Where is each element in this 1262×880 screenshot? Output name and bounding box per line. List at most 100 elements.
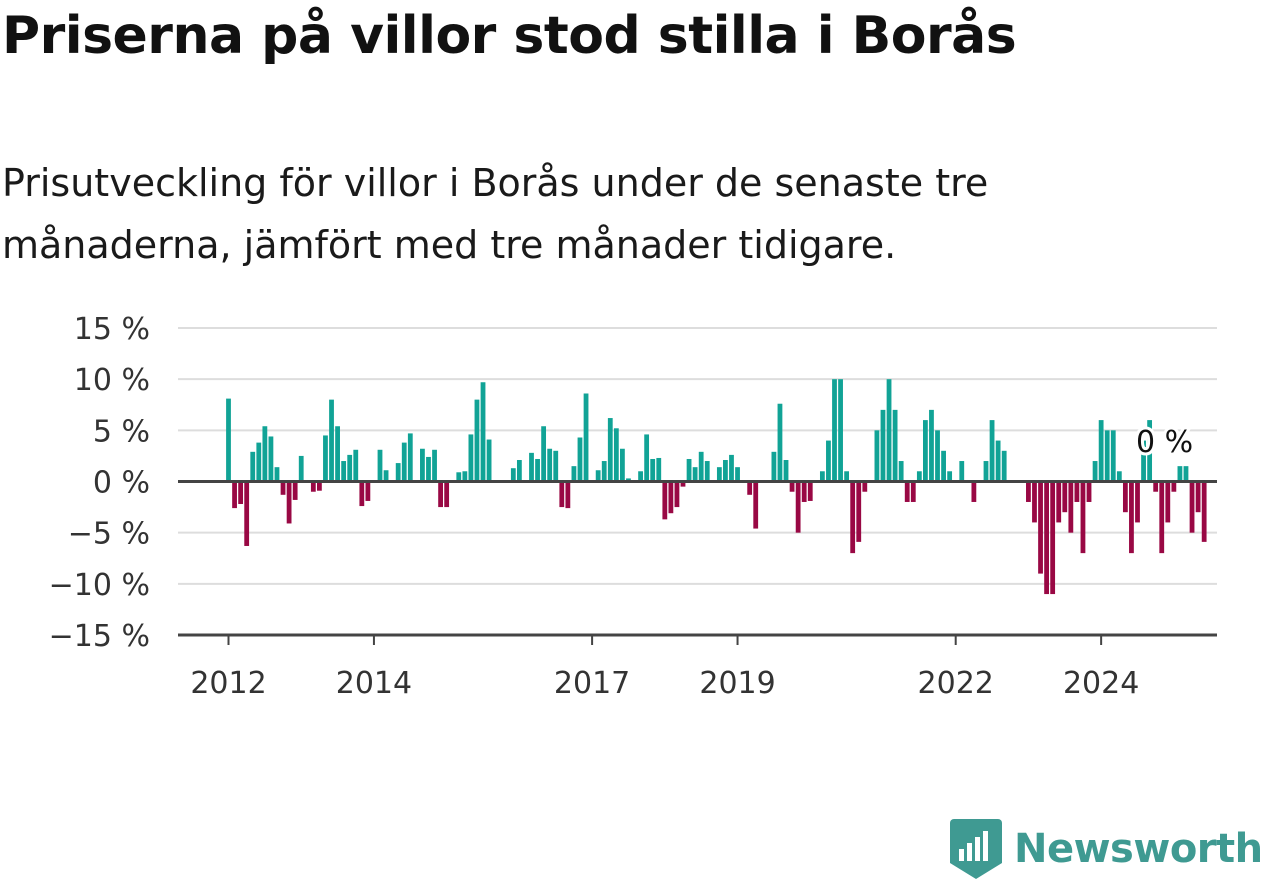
bar bbox=[892, 409, 898, 482]
y-tick-label: −10 % bbox=[49, 568, 150, 603]
bar bbox=[650, 458, 656, 482]
bar bbox=[668, 481, 674, 514]
bar bbox=[365, 481, 371, 501]
bar bbox=[1183, 466, 1189, 482]
bar bbox=[704, 461, 710, 482]
bar bbox=[335, 426, 340, 482]
bar bbox=[941, 450, 946, 482]
bar bbox=[1177, 466, 1183, 482]
x-tick-label: 2019 bbox=[699, 666, 775, 701]
bar bbox=[456, 472, 462, 482]
bar bbox=[753, 481, 759, 529]
bar bbox=[1165, 481, 1171, 523]
bar bbox=[420, 448, 425, 482]
bar bbox=[595, 470, 601, 482]
bar bbox=[1141, 440, 1146, 482]
bar bbox=[801, 481, 807, 502]
bar bbox=[910, 481, 916, 502]
bar bbox=[771, 451, 777, 482]
x-tick-label: 2017 bbox=[554, 666, 630, 701]
bar bbox=[983, 461, 989, 482]
bar bbox=[559, 481, 565, 508]
bar bbox=[971, 481, 977, 502]
bar bbox=[486, 439, 492, 482]
bar bbox=[553, 450, 559, 482]
bar bbox=[1110, 430, 1116, 482]
bar bbox=[535, 458, 540, 482]
bar bbox=[310, 481, 316, 492]
bar bbox=[959, 461, 965, 482]
bar bbox=[1147, 420, 1153, 482]
bar bbox=[462, 471, 468, 482]
bar bbox=[838, 379, 843, 482]
bar bbox=[323, 435, 328, 482]
bar bbox=[438, 481, 443, 508]
chart-subtitle: Prisutveckling för villor i Borås under … bbox=[2, 161, 989, 267]
bar bbox=[898, 461, 904, 482]
bar bbox=[286, 481, 292, 524]
bar bbox=[856, 481, 862, 542]
bar bbox=[1092, 461, 1098, 482]
bar bbox=[1026, 481, 1031, 502]
bar bbox=[680, 481, 686, 487]
bar bbox=[656, 457, 662, 482]
bar bbox=[583, 393, 589, 482]
bar bbox=[1122, 481, 1128, 513]
bar bbox=[1195, 481, 1201, 513]
bar bbox=[468, 434, 474, 482]
bar bbox=[735, 467, 740, 482]
bar bbox=[947, 471, 953, 482]
brand-logo: Newsworthy bbox=[950, 818, 1262, 880]
bar bbox=[662, 481, 668, 520]
bar bbox=[250, 451, 256, 482]
bar bbox=[474, 399, 480, 482]
bar bbox=[541, 426, 547, 482]
bar bbox=[626, 478, 631, 482]
bar bbox=[1050, 481, 1056, 595]
x-tick-label: 2024 bbox=[1063, 666, 1139, 701]
x-tick-label: 2014 bbox=[336, 666, 412, 701]
bar bbox=[1189, 481, 1195, 533]
bar bbox=[516, 460, 522, 482]
bar bbox=[1116, 471, 1122, 482]
bar bbox=[329, 399, 334, 482]
bar bbox=[1086, 481, 1092, 502]
bar bbox=[886, 379, 892, 482]
bar bbox=[268, 436, 274, 482]
bar bbox=[1098, 420, 1104, 482]
bar bbox=[565, 481, 571, 509]
bar bbox=[1201, 481, 1207, 542]
bar bbox=[620, 448, 625, 482]
bar bbox=[244, 481, 250, 546]
bar bbox=[832, 379, 837, 482]
bar bbox=[401, 442, 407, 482]
bar bbox=[1153, 481, 1159, 492]
bar bbox=[929, 409, 934, 482]
bar bbox=[298, 455, 304, 482]
bar bbox=[529, 452, 534, 482]
bar bbox=[377, 449, 383, 482]
y-tick-label: −15 % bbox=[49, 619, 150, 654]
bar bbox=[444, 481, 450, 508]
bar bbox=[923, 420, 928, 482]
bar bbox=[1159, 481, 1165, 554]
bar bbox=[674, 481, 680, 508]
bar bbox=[341, 461, 347, 482]
y-tick-label: 10 % bbox=[74, 363, 150, 398]
x-tick-label: 2022 bbox=[918, 666, 994, 701]
bar bbox=[880, 409, 886, 482]
bars bbox=[226, 379, 1207, 595]
newsworthy-logo-icon bbox=[950, 819, 1002, 879]
bar bbox=[1104, 430, 1110, 482]
brand-name: Newsworthy bbox=[1014, 826, 1262, 872]
bar bbox=[686, 458, 692, 482]
bar bbox=[510, 468, 516, 482]
bar bbox=[795, 481, 801, 533]
bar bbox=[916, 471, 922, 482]
bar bbox=[698, 451, 704, 482]
bar bbox=[607, 418, 613, 482]
bar bbox=[274, 467, 280, 482]
bar bbox=[577, 437, 583, 482]
bar bbox=[989, 420, 995, 482]
bar bbox=[692, 467, 698, 482]
